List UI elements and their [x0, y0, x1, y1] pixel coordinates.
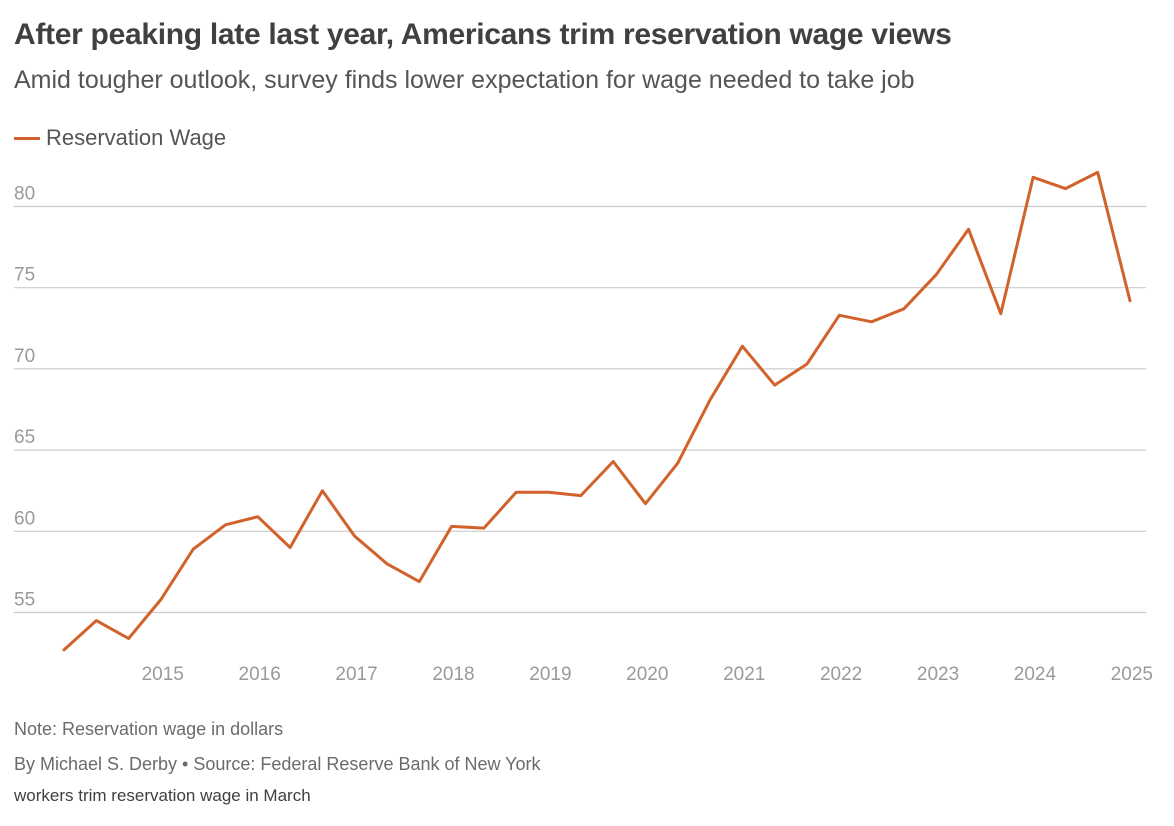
x-tick-label: 2023: [917, 664, 959, 685]
x-tick-label: 2016: [239, 664, 281, 685]
y-tick-label: 80: [14, 184, 35, 205]
y-tick-label: 60: [14, 508, 35, 529]
chart-title: After peaking late last year, Americans …: [14, 18, 952, 51]
y-tick-label: 75: [14, 265, 35, 286]
x-tick-label: 2022: [820, 664, 862, 685]
x-tick-label: 2018: [432, 664, 474, 685]
legend: Reservation Wage: [14, 124, 226, 152]
y-tick-label: 55: [14, 590, 35, 611]
line-chart: 55 60 65 70 75 80 2015 2016 2017 2018 2019 2020 2021…: [14, 170, 1153, 685]
byline: By Michael S. Derby • Source: Federal Re…: [14, 754, 541, 774]
x-tick-label: 2019: [529, 664, 571, 685]
chart-note: Note: Reservation wage in dollars: [14, 719, 284, 739]
chart-subtitle: Amid tougher outlook, survey finds lower…: [14, 66, 915, 94]
legend-swatch: [14, 136, 40, 140]
chart-caption: workers trim reservation wage in March: [14, 786, 311, 805]
x-tick-label: 2024: [1014, 664, 1057, 685]
x-tick-label: 2017: [335, 664, 377, 685]
y-tick-label: 65: [14, 427, 35, 448]
series-line-reservation-wage: [62, 170, 1132, 652]
y-tick-label: 70: [14, 346, 35, 367]
x-tick-label: 2015: [142, 664, 184, 685]
x-tick-label: 2020: [626, 664, 668, 685]
x-tick-label: 2021: [723, 664, 765, 685]
x-tick-label: 2025: [1111, 664, 1153, 685]
legend-label: Reservation Wage: [46, 125, 227, 150]
